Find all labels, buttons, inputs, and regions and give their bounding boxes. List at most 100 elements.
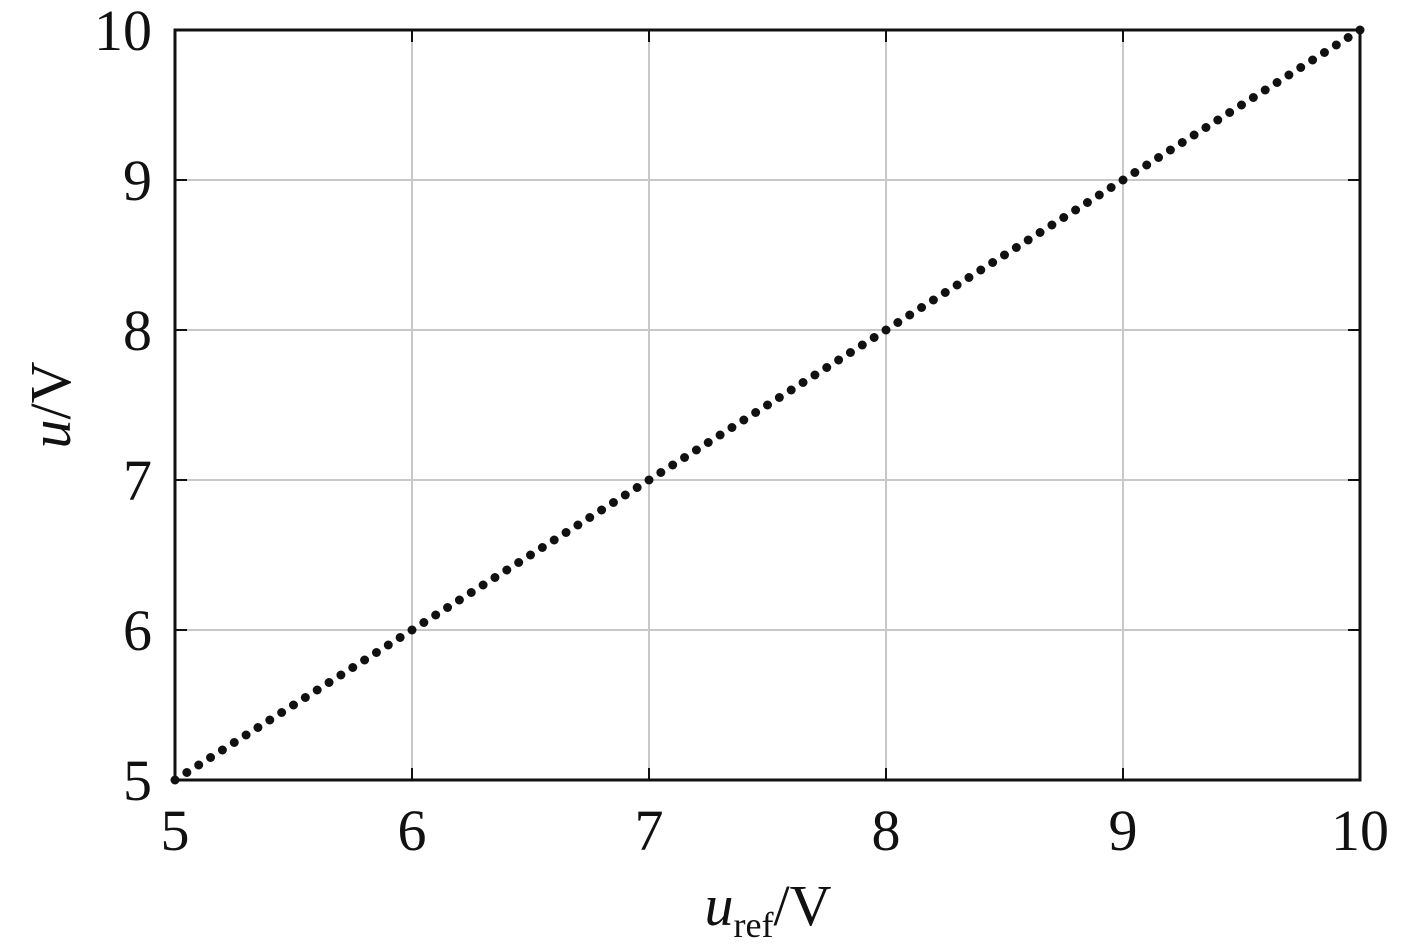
data-point bbox=[822, 363, 832, 372]
data-point bbox=[1272, 78, 1282, 87]
data-series bbox=[170, 25, 1365, 785]
grid bbox=[175, 30, 1360, 780]
data-point bbox=[241, 730, 251, 740]
data-point bbox=[229, 738, 239, 747]
data-point bbox=[253, 723, 263, 732]
data-point bbox=[1035, 228, 1045, 237]
data-point bbox=[1000, 250, 1009, 260]
y-tick-labels: 5 6 7 8 9 10 bbox=[94, 0, 152, 813]
data-point bbox=[526, 550, 535, 560]
data-point bbox=[691, 445, 701, 455]
data-point bbox=[395, 633, 405, 642]
data-point bbox=[514, 558, 524, 567]
data-point bbox=[561, 528, 571, 537]
data-point bbox=[407, 625, 417, 635]
data-point bbox=[928, 295, 938, 305]
data-point bbox=[206, 753, 216, 762]
data-point bbox=[1237, 100, 1246, 110]
data-point bbox=[845, 348, 855, 357]
data-point bbox=[443, 603, 453, 612]
y-tick-label: 9 bbox=[123, 148, 152, 213]
data-point bbox=[1106, 183, 1116, 192]
x-tick-label: 5 bbox=[161, 798, 190, 863]
x-tick-label: 7 bbox=[635, 798, 664, 863]
data-point bbox=[300, 693, 310, 702]
data-point bbox=[383, 640, 393, 650]
y-axis-title: u/V bbox=[18, 361, 83, 448]
data-point bbox=[502, 565, 512, 575]
data-point bbox=[715, 430, 725, 440]
data-point bbox=[360, 655, 370, 665]
data-point bbox=[324, 678, 334, 687]
data-point bbox=[905, 310, 915, 320]
data-point bbox=[478, 580, 488, 590]
data-point bbox=[1331, 40, 1341, 50]
data-point bbox=[620, 490, 630, 500]
data-point bbox=[1319, 48, 1329, 57]
data-point bbox=[608, 498, 618, 507]
data-point bbox=[431, 610, 441, 620]
data-point bbox=[798, 378, 808, 387]
data-point bbox=[1343, 33, 1353, 42]
data-point bbox=[1082, 198, 1092, 207]
data-point bbox=[774, 393, 784, 402]
data-point bbox=[668, 460, 678, 470]
x-tick-labels: 5 6 7 8 9 10 bbox=[161, 798, 1390, 863]
data-point bbox=[289, 700, 298, 710]
data-point bbox=[1189, 130, 1199, 140]
y-tick-label: 6 bbox=[123, 598, 152, 663]
x-tick-label: 10 bbox=[1331, 798, 1389, 863]
data-point bbox=[1165, 145, 1175, 155]
data-point bbox=[312, 685, 322, 695]
data-point bbox=[1130, 168, 1140, 177]
data-point bbox=[703, 438, 713, 447]
data-point bbox=[644, 475, 654, 485]
data-point bbox=[964, 273, 974, 282]
data-point bbox=[217, 745, 227, 755]
data-point bbox=[419, 618, 429, 627]
data-point bbox=[1213, 115, 1223, 125]
data-point bbox=[976, 265, 986, 275]
y-tick-label: 7 bbox=[123, 448, 152, 513]
data-point bbox=[727, 423, 737, 432]
data-point bbox=[454, 595, 464, 605]
data-point bbox=[1284, 70, 1294, 80]
data-point bbox=[632, 483, 642, 492]
data-point bbox=[537, 543, 547, 552]
data-point bbox=[336, 670, 346, 680]
data-point bbox=[1059, 213, 1069, 222]
data-point bbox=[810, 370, 820, 380]
data-point bbox=[549, 535, 559, 545]
data-point bbox=[988, 258, 998, 267]
data-point bbox=[1142, 160, 1152, 170]
data-point bbox=[1023, 235, 1033, 245]
data-point bbox=[952, 280, 962, 290]
x-tick-label: 8 bbox=[872, 798, 901, 863]
data-point bbox=[490, 573, 500, 582]
data-point bbox=[857, 340, 867, 350]
data-point bbox=[893, 318, 903, 327]
data-point bbox=[348, 663, 358, 672]
plot-frame bbox=[173, 28, 1362, 782]
data-point bbox=[1047, 220, 1057, 230]
data-point bbox=[1011, 243, 1021, 252]
y-tick-label: 10 bbox=[94, 0, 152, 63]
data-point bbox=[869, 333, 879, 342]
data-point bbox=[1260, 85, 1270, 95]
x-axis-title: uref/V bbox=[705, 873, 832, 945]
data-point bbox=[1296, 63, 1306, 72]
data-point bbox=[265, 715, 275, 725]
data-point bbox=[1177, 138, 1187, 147]
data-point bbox=[1201, 123, 1211, 132]
data-point bbox=[763, 400, 772, 410]
data-point bbox=[1118, 175, 1128, 185]
data-point bbox=[182, 768, 192, 777]
data-point bbox=[1154, 153, 1164, 162]
data-point bbox=[597, 505, 607, 515]
data-point bbox=[1094, 190, 1104, 200]
y-tick-label: 8 bbox=[123, 298, 152, 363]
data-point bbox=[834, 355, 844, 365]
data-point bbox=[917, 303, 927, 312]
data-point bbox=[371, 648, 381, 657]
data-point bbox=[786, 385, 796, 395]
